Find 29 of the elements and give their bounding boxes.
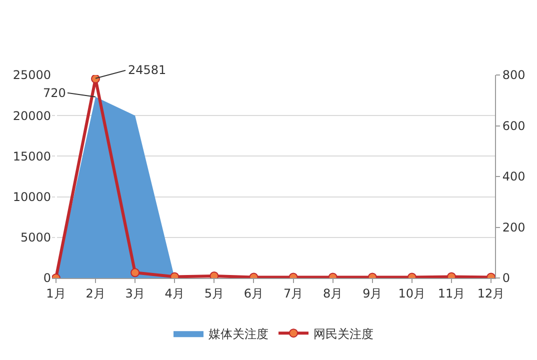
y2-tick-label: 200 xyxy=(502,220,526,234)
x-tick-label: 4月 xyxy=(164,286,184,300)
x-tick-label: 10月 xyxy=(398,286,426,300)
annotation: 24581 xyxy=(128,63,166,77)
y2-tick-label: 600 xyxy=(502,118,526,133)
y2-tick-label: 800 xyxy=(502,68,526,82)
x-tick-label: 6月 xyxy=(244,286,264,300)
x-tick-label: 5月 xyxy=(204,286,224,300)
y-tick-label: 10000 xyxy=(12,190,51,204)
x-tick-label: 3月 xyxy=(125,286,145,300)
legend-label: 媒体关注度 xyxy=(208,326,268,341)
y-tick-label: 15000 xyxy=(12,149,51,164)
y2-tick-label: 0 xyxy=(502,271,510,286)
x-tick-label: 12月 xyxy=(477,286,505,300)
x-tick-label: 9月 xyxy=(362,286,382,300)
x-tick-label: 11月 xyxy=(438,286,466,300)
y-tick-label: 20000 xyxy=(12,108,51,123)
point xyxy=(210,271,219,278)
x-tick-label: 1月 xyxy=(46,286,66,300)
y-tick-label: 25000 xyxy=(12,68,51,82)
y2-tick-label: 400 xyxy=(502,170,526,184)
annotation: 720 xyxy=(43,86,66,100)
legend-label: 网民关注度 xyxy=(314,326,374,341)
x-tick-label: 8月 xyxy=(323,286,343,300)
x-tick-label: 2月 xyxy=(86,286,106,300)
y-tick-label: 0 xyxy=(43,271,51,286)
x-tick-label: 7月 xyxy=(283,286,304,300)
point xyxy=(91,75,100,84)
y-tick-label: 5000 xyxy=(20,230,51,245)
